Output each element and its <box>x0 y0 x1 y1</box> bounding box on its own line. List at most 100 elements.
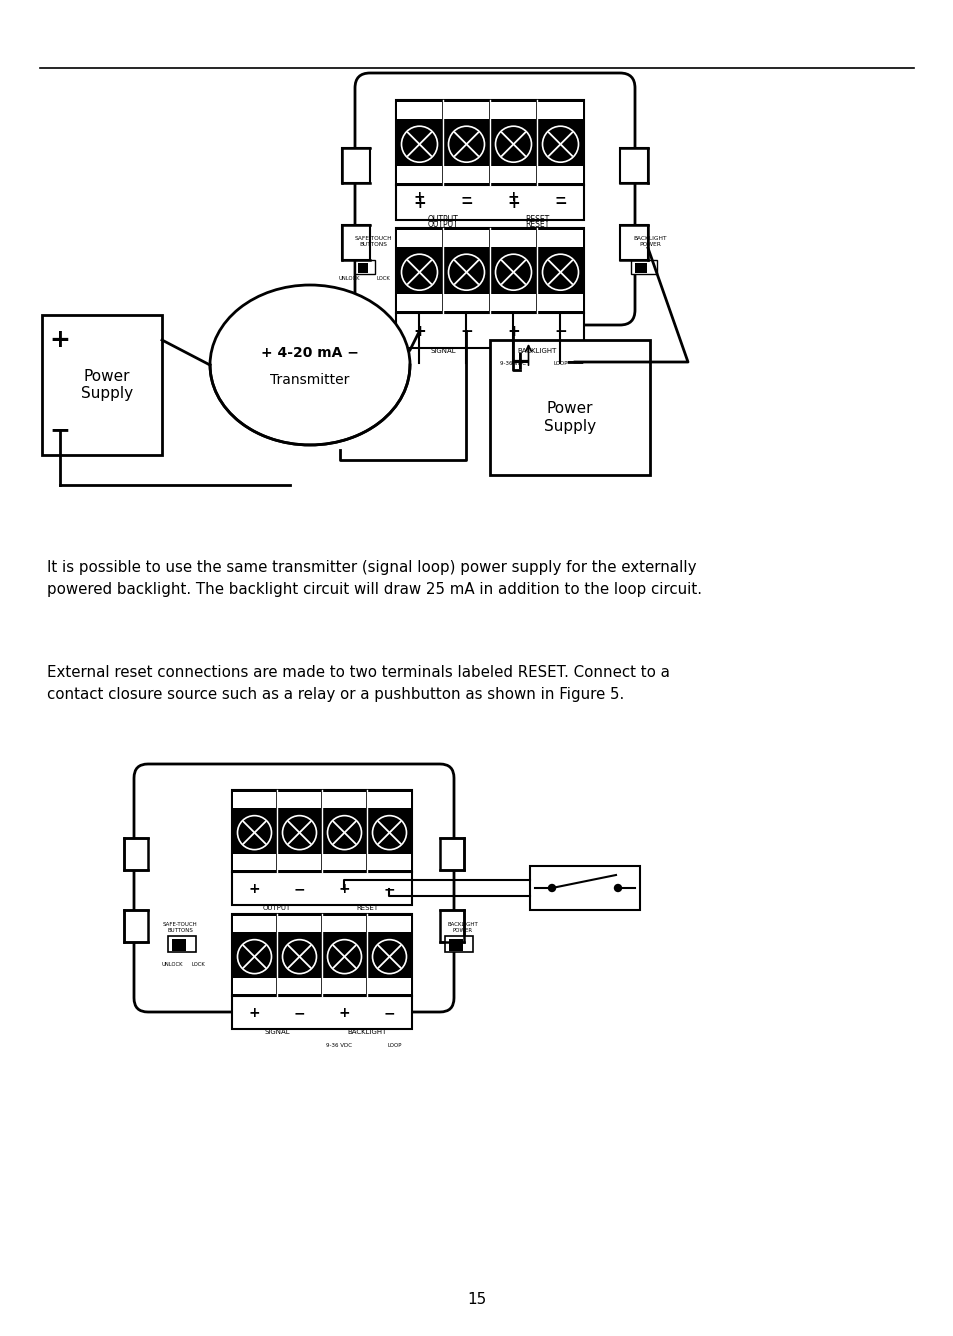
Bar <box>619 224 647 261</box>
Bar <box>172 939 186 951</box>
Text: −: − <box>459 323 473 338</box>
Bar <box>233 916 275 933</box>
Circle shape <box>495 126 531 162</box>
Text: +: + <box>249 882 260 896</box>
Text: SAFE-TOUCH
BUTTONS: SAFE-TOUCH BUTTONS <box>354 236 392 247</box>
Text: LOCK: LOCK <box>191 962 205 967</box>
Text: SIGNAL: SIGNAL <box>264 1029 290 1035</box>
Circle shape <box>372 816 406 850</box>
Text: OUTPUT: OUTPUT <box>427 220 457 228</box>
Text: OUTPUT: OUTPUT <box>263 904 291 911</box>
Bar <box>124 910 148 942</box>
Bar <box>232 914 412 997</box>
Text: BACKLIGHT: BACKLIGHT <box>347 1029 386 1035</box>
Bar <box>618 224 649 261</box>
Text: SIGNAL: SIGNAL <box>430 347 456 354</box>
Bar <box>168 937 195 953</box>
Bar <box>323 978 366 994</box>
Circle shape <box>372 939 406 974</box>
Circle shape <box>448 254 484 290</box>
Bar <box>395 313 583 347</box>
Text: −: − <box>383 882 395 896</box>
Text: Power
Supply: Power Supply <box>81 369 132 401</box>
Bar <box>439 838 463 870</box>
Bar <box>368 792 411 808</box>
Circle shape <box>548 884 555 891</box>
Text: +: + <box>338 1006 350 1019</box>
Bar <box>537 102 582 119</box>
Text: SAFE-TOUCH
BUTTONS: SAFE-TOUCH BUTTONS <box>162 922 197 934</box>
Circle shape <box>401 126 437 162</box>
Bar <box>396 166 441 183</box>
Bar <box>42 315 162 456</box>
Bar <box>124 838 148 870</box>
Text: + 4-20 mA −: + 4-20 mA − <box>261 346 358 359</box>
Bar <box>233 854 275 870</box>
Text: External reset connections are made to two terminals labeled RESET. Connect to a: External reset connections are made to t… <box>47 665 669 701</box>
Bar <box>232 872 412 904</box>
Text: −: − <box>554 190 566 204</box>
Text: −: − <box>554 323 566 338</box>
Text: −: − <box>294 1006 305 1019</box>
Bar <box>323 854 366 870</box>
Bar <box>444 937 473 953</box>
Bar <box>443 294 489 311</box>
Text: Power
Supply: Power Supply <box>543 401 596 434</box>
Text: BACKLIGHT
POWER: BACKLIGHT POWER <box>633 236 666 247</box>
Bar <box>339 148 372 183</box>
Text: LOCK: LOCK <box>375 275 390 281</box>
Bar <box>619 148 647 183</box>
FancyBboxPatch shape <box>133 764 454 1011</box>
Circle shape <box>327 939 361 974</box>
Bar <box>530 866 639 910</box>
Bar <box>437 910 465 942</box>
Text: BACKLIGHT
POWER: BACKLIGHT POWER <box>447 922 477 934</box>
Circle shape <box>614 884 620 891</box>
Circle shape <box>542 254 578 290</box>
Bar <box>490 339 649 476</box>
Bar <box>395 100 583 184</box>
Text: It is possible to use the same transmitter (signal loop) power supply for the ex: It is possible to use the same transmitt… <box>47 560 701 597</box>
Text: +: + <box>249 1006 260 1019</box>
Text: RESET: RESET <box>524 220 549 228</box>
Bar <box>323 916 366 933</box>
Circle shape <box>448 126 484 162</box>
Text: LOOP: LOOP <box>387 1043 401 1047</box>
Circle shape <box>282 816 316 850</box>
Bar <box>357 263 368 273</box>
Text: RESET: RESET <box>524 215 549 224</box>
Bar <box>443 230 489 247</box>
Text: LOOP: LOOP <box>553 361 567 366</box>
Text: +: + <box>507 190 518 204</box>
Text: −: − <box>459 195 473 211</box>
Bar <box>491 294 536 311</box>
Circle shape <box>327 816 361 850</box>
Text: +: + <box>509 350 530 374</box>
Bar <box>395 184 583 220</box>
Text: −: − <box>383 1006 395 1019</box>
Bar <box>323 792 366 808</box>
Bar <box>396 102 441 119</box>
Text: 9-36 VDC: 9-36 VDC <box>326 1043 352 1047</box>
Text: +: + <box>338 882 350 896</box>
Bar <box>396 230 441 247</box>
Bar <box>122 838 150 870</box>
Circle shape <box>401 254 437 290</box>
Bar <box>395 228 583 313</box>
Bar <box>396 294 441 311</box>
Bar <box>122 910 150 942</box>
Bar <box>537 230 582 247</box>
Circle shape <box>237 939 272 974</box>
Bar <box>277 978 320 994</box>
Circle shape <box>495 254 531 290</box>
FancyBboxPatch shape <box>355 73 635 325</box>
Circle shape <box>237 816 272 850</box>
Text: +: + <box>413 195 425 211</box>
Text: +: + <box>413 323 425 338</box>
Bar <box>630 261 657 274</box>
Text: +: + <box>507 323 519 338</box>
Text: −: − <box>564 350 585 374</box>
Bar <box>491 166 536 183</box>
Bar <box>355 261 375 274</box>
Bar <box>368 916 411 933</box>
